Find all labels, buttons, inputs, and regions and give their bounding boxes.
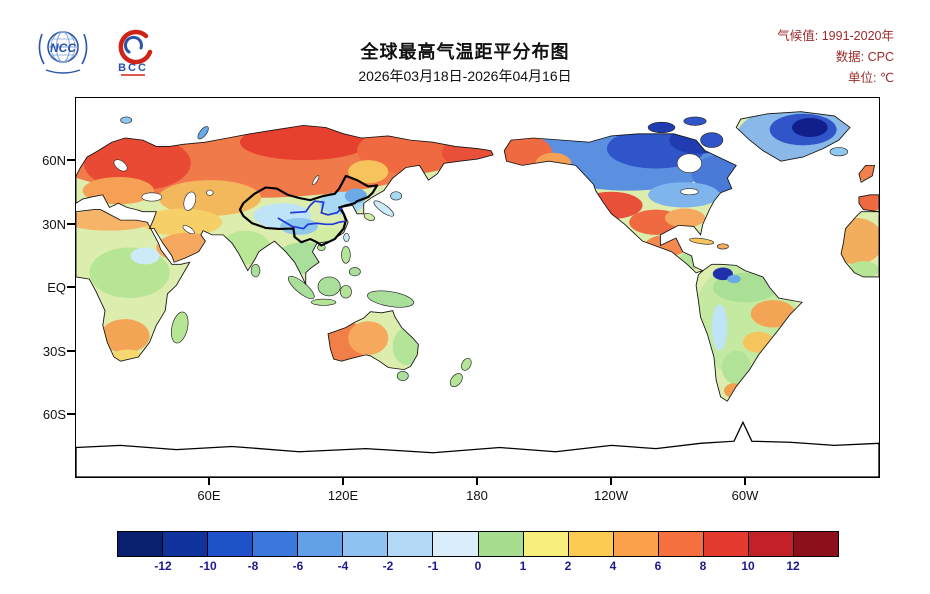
colorbar-segment bbox=[163, 532, 209, 556]
inland-waters bbox=[113, 153, 703, 235]
colorbar-label: -6 bbox=[292, 559, 304, 573]
colorbar-segment bbox=[298, 532, 344, 556]
meta-climatology: 气候值: 1991-2020年 bbox=[777, 29, 894, 43]
colorbar-segment bbox=[703, 532, 749, 556]
colorbar-segment bbox=[523, 532, 569, 556]
bcc-logo-icon: BCC bbox=[118, 29, 153, 76]
colorbar-label: -10 bbox=[199, 559, 217, 573]
colorbar-label: 4 bbox=[609, 559, 617, 573]
date-range: 2026年03月18日-2026年04月16日 bbox=[358, 68, 572, 84]
colorbar-label: 12 bbox=[786, 559, 800, 573]
colorbar-label: -12 bbox=[154, 559, 172, 573]
lon-tick bbox=[208, 478, 210, 485]
colorbar-segment bbox=[568, 532, 614, 556]
lat-label-eq: EQ bbox=[47, 280, 66, 295]
colorbar-label: 1 bbox=[519, 559, 527, 573]
lon-label-60e: 60E bbox=[197, 488, 221, 503]
lat-label-30n: 30N bbox=[42, 217, 66, 232]
colorbar-segment bbox=[658, 532, 704, 556]
lon-tick bbox=[610, 478, 612, 485]
map-frame bbox=[75, 97, 880, 478]
lat-tick bbox=[67, 413, 75, 415]
meta-unit: 单位: ℃ bbox=[848, 71, 894, 85]
lat-tick bbox=[67, 350, 75, 352]
colorbar-segment bbox=[748, 532, 794, 556]
lon-tick bbox=[744, 478, 746, 485]
lon-tick bbox=[476, 478, 478, 485]
china-border bbox=[238, 174, 379, 247]
lat-label-60n: 60N bbox=[42, 153, 66, 168]
antarctica-outline bbox=[76, 420, 879, 477]
bcc-logo-text: BCC bbox=[118, 62, 148, 74]
meta-source: 数据: CPC bbox=[835, 50, 894, 64]
colorbar-label: 6 bbox=[654, 559, 662, 573]
world-map bbox=[76, 98, 879, 477]
yangtze-river bbox=[277, 217, 347, 230]
colorbar-label: 8 bbox=[699, 559, 707, 573]
lon-label-120e: 120E bbox=[327, 488, 359, 503]
colorbar-segment bbox=[388, 532, 434, 556]
colorbar-label: -2 bbox=[382, 559, 394, 573]
lon-label-180: 180 bbox=[466, 488, 488, 503]
islands bbox=[120, 116, 849, 388]
page-title: 全球最高气温距平分布图 bbox=[360, 42, 570, 62]
lon-label-120w: 120W bbox=[594, 488, 628, 503]
colorbar-segment bbox=[343, 532, 389, 556]
lat-tick bbox=[67, 159, 75, 161]
meta-block: 气候值: 1991-2020年 数据: CPC 单位: ℃ bbox=[777, 26, 894, 89]
lat-tick bbox=[67, 286, 75, 288]
colorbar-segment bbox=[208, 532, 254, 556]
colorbar-segment bbox=[793, 532, 838, 556]
colorbar-segment bbox=[613, 532, 659, 556]
lon-label-60w: 60W bbox=[731, 488, 759, 503]
lat-label-60s: 60S bbox=[42, 407, 66, 422]
lat-tick bbox=[67, 223, 75, 225]
colorbar-label: 10 bbox=[741, 559, 755, 573]
colorbar-segment bbox=[253, 532, 299, 556]
logo-group: NCC BCC bbox=[34, 22, 162, 80]
colorbar-label: -4 bbox=[337, 559, 349, 573]
colorbar-segment bbox=[118, 532, 164, 556]
lat-label-30s: 30S bbox=[42, 344, 66, 359]
colorbar bbox=[117, 531, 839, 557]
ncc-logo-icon: NCC bbox=[38, 31, 88, 74]
bcc-logo-subtext-mark bbox=[121, 74, 145, 76]
yellow-river bbox=[290, 200, 343, 216]
ncc-logo-text: NCC bbox=[50, 41, 76, 55]
colorbar-label: -1 bbox=[427, 559, 439, 573]
colorbar-label: 2 bbox=[564, 559, 572, 573]
lon-tick bbox=[342, 478, 344, 485]
colorbar-label: -8 bbox=[247, 559, 259, 573]
colorbar-segment bbox=[433, 532, 479, 556]
colorbar-segment bbox=[478, 532, 524, 556]
colorbar-label: 0 bbox=[474, 559, 482, 573]
